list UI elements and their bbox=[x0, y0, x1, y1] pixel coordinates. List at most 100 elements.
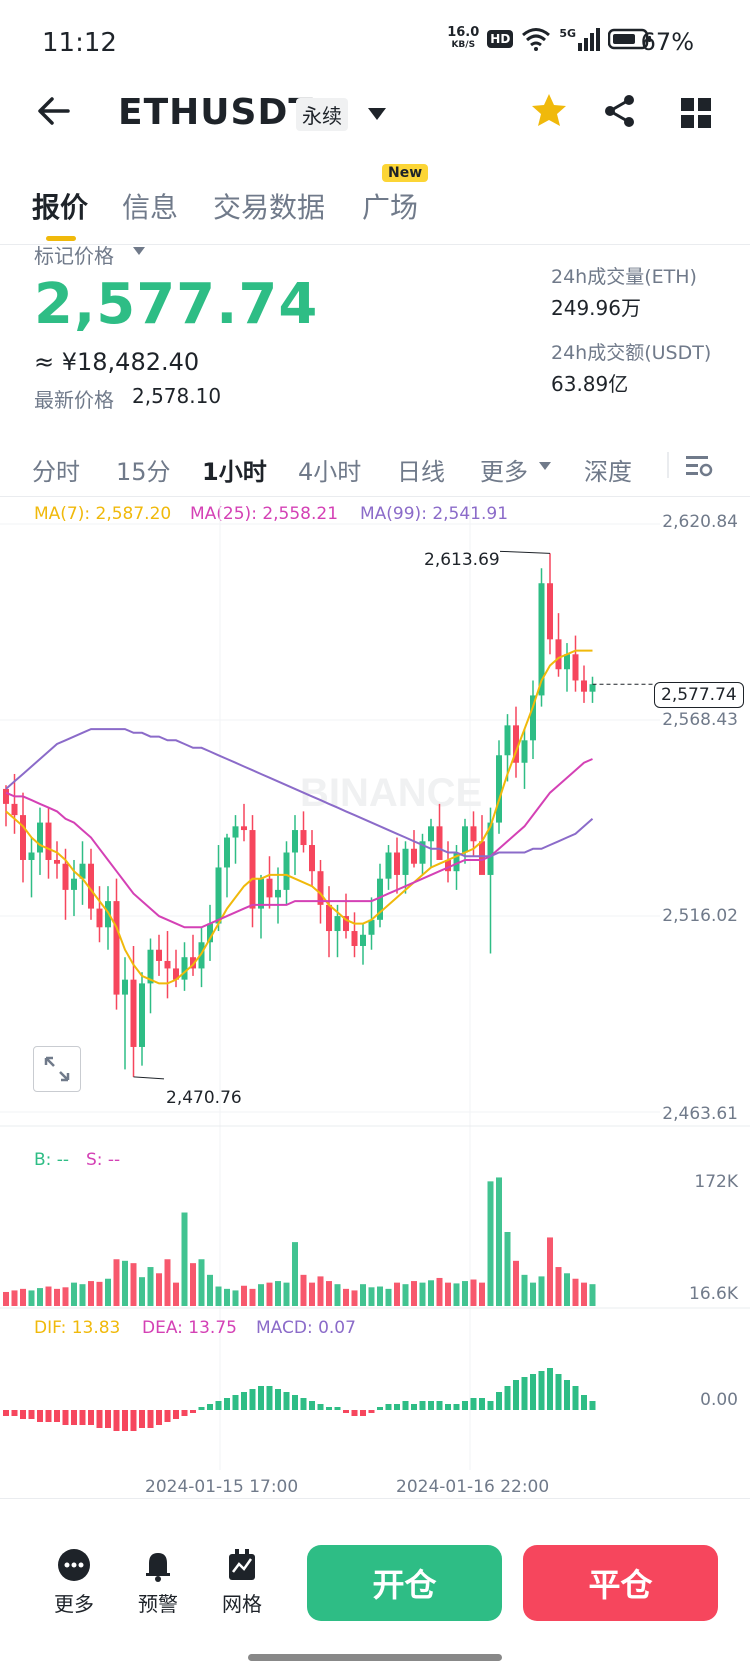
back-arrow-icon[interactable] bbox=[36, 93, 72, 129]
macd-bar bbox=[385, 1404, 392, 1410]
volume-bar bbox=[538, 1276, 545, 1306]
signal-icon: 5G bbox=[559, 27, 600, 51]
volume-bar bbox=[360, 1284, 366, 1306]
volume-bar bbox=[130, 1263, 137, 1306]
mark-price-label[interactable]: 标记价格 bbox=[34, 244, 114, 268]
tab-square[interactable]: 广场 bbox=[362, 191, 419, 224]
favorite-star-icon[interactable] bbox=[530, 92, 568, 130]
tab-quote[interactable]: 报价 bbox=[32, 191, 89, 224]
macd-bar bbox=[164, 1410, 171, 1422]
candle-down bbox=[3, 788, 9, 804]
interval-4h[interactable]: 4小时 bbox=[298, 458, 362, 486]
candle-up bbox=[385, 852, 392, 879]
active-tab-indicator bbox=[46, 236, 76, 241]
interval-daily[interactable]: 日线 bbox=[397, 458, 445, 486]
close-position-button[interactable]: 平仓 bbox=[523, 1545, 718, 1621]
expand-chart-button[interactable] bbox=[33, 1046, 81, 1092]
volume-bar bbox=[190, 1263, 196, 1306]
volume-24h-label: 24h成交量(ETH) bbox=[551, 266, 697, 288]
candle-down bbox=[156, 949, 162, 961]
candle-up bbox=[181, 957, 188, 980]
macd-bar bbox=[453, 1404, 460, 1410]
grid-menu-icon[interactable] bbox=[681, 98, 711, 128]
macd-bar bbox=[241, 1392, 247, 1410]
symbol-title[interactable]: ETHUSDT bbox=[118, 92, 314, 133]
candle-down bbox=[54, 859, 60, 864]
interval-more[interactable]: 更多 bbox=[480, 458, 528, 486]
turnover-24h-label: 24h成交额(USDT) bbox=[551, 342, 712, 364]
volume-bar bbox=[411, 1281, 417, 1306]
more-dropdown-icon[interactable] bbox=[538, 461, 552, 471]
grid-trading-button[interactable]: 网格 bbox=[212, 1548, 272, 1617]
macd-bar bbox=[521, 1377, 528, 1410]
mark-price-dropdown-icon[interactable] bbox=[132, 246, 146, 256]
volume-bar bbox=[215, 1286, 222, 1306]
interval-1h[interactable]: 1小时 bbox=[202, 458, 267, 486]
volume-bar bbox=[521, 1274, 528, 1306]
volume-bar bbox=[62, 1287, 69, 1306]
open-position-button[interactable]: 开仓 bbox=[307, 1545, 502, 1621]
candle-up bbox=[198, 942, 205, 969]
interval-depth[interactable]: 深度 bbox=[584, 458, 632, 486]
volume-bar bbox=[402, 1284, 409, 1306]
macd-bar bbox=[496, 1392, 502, 1410]
more-button[interactable]: 更多 bbox=[44, 1548, 104, 1617]
volume-bar bbox=[368, 1287, 375, 1306]
alert-button[interactable]: 预警 bbox=[128, 1548, 188, 1617]
candle-down bbox=[300, 830, 307, 846]
kline-chart[interactable]: BINANCE bbox=[0, 0, 750, 1500]
volume-bar bbox=[45, 1286, 52, 1306]
candle-up bbox=[360, 934, 366, 946]
volume-bar bbox=[122, 1260, 128, 1306]
vol-sell-label: S: -- bbox=[86, 1150, 121, 1170]
volume-bar bbox=[479, 1282, 485, 1306]
volume-bar bbox=[232, 1290, 239, 1306]
ma25-label: MA(25): 2,558.21 bbox=[190, 504, 339, 524]
volume-bar bbox=[28, 1290, 35, 1306]
macd-bar bbox=[113, 1410, 120, 1431]
interval-time-share[interactable]: 分时 bbox=[32, 458, 80, 486]
macd-bar bbox=[275, 1389, 281, 1410]
macd-bar bbox=[343, 1410, 349, 1413]
volume-bar bbox=[147, 1267, 154, 1306]
ma7-label: MA(7): 2,587.20 bbox=[34, 504, 172, 524]
macd-bar bbox=[513, 1380, 519, 1410]
dif-label: DIF: 13.83 bbox=[34, 1318, 121, 1338]
volume-bar bbox=[462, 1281, 468, 1306]
low-marker-line bbox=[133, 1076, 165, 1080]
volume-bar bbox=[309, 1282, 315, 1306]
candle-up bbox=[377, 878, 383, 920]
candle-up bbox=[462, 826, 468, 853]
share-icon[interactable] bbox=[603, 94, 637, 128]
grid-trading-icon bbox=[229, 1549, 255, 1580]
bottom-divider bbox=[0, 1498, 750, 1499]
home-indicator[interactable] bbox=[248, 1654, 502, 1661]
candle-up bbox=[258, 878, 264, 909]
candle-up bbox=[496, 755, 502, 823]
status-time: 11:12 bbox=[42, 28, 117, 58]
symbol-dropdown-icon[interactable] bbox=[366, 106, 388, 122]
candle-up bbox=[292, 830, 298, 853]
new-badge: New bbox=[382, 164, 429, 182]
macd-bar bbox=[462, 1401, 468, 1410]
macd-bar bbox=[105, 1410, 111, 1428]
candle-up bbox=[122, 979, 128, 995]
macd-bar bbox=[572, 1386, 579, 1410]
macd-bar bbox=[283, 1392, 290, 1410]
candle-up bbox=[215, 867, 222, 924]
status-icons: 16.0 KB/S HD 5G bbox=[447, 26, 652, 52]
chart-settings-icon[interactable] bbox=[684, 452, 714, 480]
candle-down bbox=[309, 845, 315, 872]
interval-15m[interactable]: 15分 bbox=[116, 458, 171, 486]
expand-icon bbox=[44, 1056, 70, 1082]
candle-down bbox=[190, 957, 196, 969]
tab-info[interactable]: 信息 bbox=[122, 191, 179, 224]
volume-bar bbox=[224, 1288, 230, 1306]
tab-trading-data[interactable]: 交易数据 bbox=[213, 191, 326, 224]
candle-up bbox=[207, 923, 213, 943]
volume-bar bbox=[207, 1274, 213, 1306]
header-divider bbox=[0, 244, 750, 245]
macd-bar bbox=[11, 1410, 18, 1416]
candle-down bbox=[343, 916, 349, 932]
macd-bar bbox=[530, 1374, 536, 1410]
